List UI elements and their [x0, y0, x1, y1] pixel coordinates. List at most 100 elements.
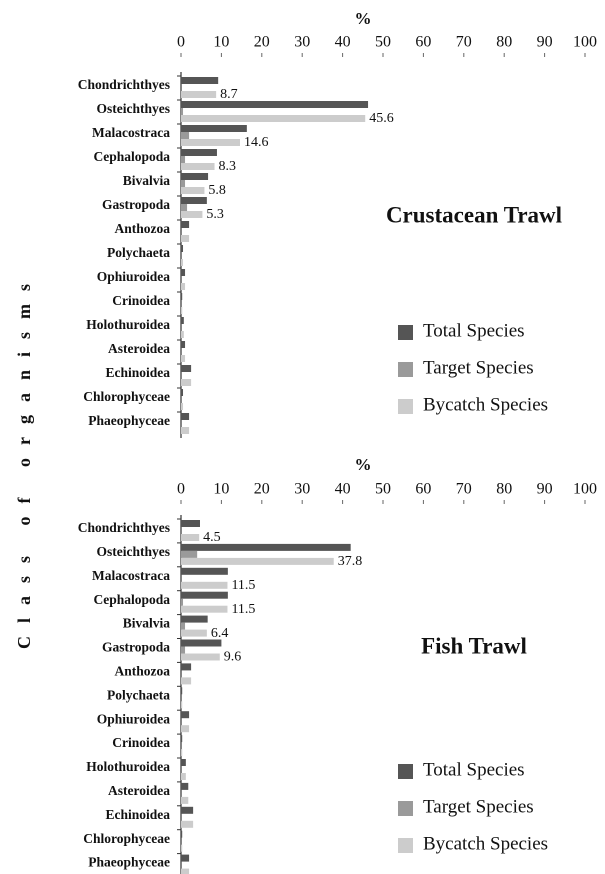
bar — [181, 413, 190, 420]
x-tick-label: 10 — [213, 34, 229, 51]
y-tick-label: Bivalvia — [123, 616, 171, 631]
x-tick-label: 20 — [254, 34, 270, 51]
bar — [181, 622, 186, 630]
y-tick-label: Gastropoda — [102, 197, 170, 212]
bar — [181, 653, 220, 661]
bar — [181, 639, 222, 647]
y-tick-label: Polychaeta — [107, 687, 170, 702]
bar — [181, 341, 186, 348]
bar — [181, 379, 192, 386]
y-tick-label: Anthozoa — [114, 663, 170, 678]
legend-swatch — [398, 838, 413, 853]
bar — [181, 806, 194, 814]
y-tick-label: Bivalvia — [123, 173, 171, 188]
bar — [181, 259, 184, 266]
y-tick-label: Cephalopoda — [93, 149, 170, 164]
y-tick-label: Gastropoda — [102, 640, 170, 655]
x-tick-label: 40 — [335, 34, 351, 51]
x-tick-label: 70 — [456, 34, 472, 51]
legend-swatch — [398, 399, 413, 414]
bar — [181, 108, 184, 115]
x-tick-label: 20 — [254, 481, 270, 498]
legend-swatch — [398, 764, 413, 779]
bar — [181, 132, 190, 139]
y-tick-label: Asteroidea — [108, 341, 170, 356]
bar — [181, 687, 183, 695]
bar — [181, 735, 183, 743]
legend-label: Target Species — [423, 796, 534, 817]
legend-label: Target Species — [423, 357, 534, 378]
bar — [181, 355, 186, 362]
bar — [181, 317, 184, 324]
bar — [181, 331, 184, 338]
x-axis-label: % — [355, 455, 372, 474]
y-tick-label: Malacostraca — [92, 568, 170, 583]
bar — [181, 534, 200, 541]
bar — [181, 187, 205, 194]
x-tick-label: 90 — [537, 481, 553, 498]
bar — [181, 591, 228, 599]
bar — [181, 77, 219, 84]
y-tick-label: Ophiuroidea — [97, 269, 171, 284]
x-tick-label: 50 — [375, 481, 391, 498]
bar — [181, 269, 186, 276]
bar — [181, 605, 228, 613]
x-tick-label: 40 — [335, 481, 351, 498]
y-tick-label: Crinoidea — [112, 735, 170, 750]
y-tick-label: Osteichthyes — [97, 544, 171, 559]
y-tick-label: Ophiuroidea — [97, 711, 171, 726]
x-tick-label: 60 — [415, 481, 431, 498]
x-tick-label: 30 — [294, 481, 310, 498]
y-tick-label: Chondrichthyes — [78, 77, 170, 92]
bar — [181, 180, 186, 187]
bar — [181, 701, 183, 709]
x-tick-label: 100 — [573, 34, 597, 51]
y-tick-label: Holothuroidea — [86, 317, 170, 332]
bar — [181, 759, 186, 766]
data-label: 11.5 — [231, 602, 255, 617]
bar — [181, 293, 183, 300]
legend-label: Total Species — [423, 759, 525, 780]
y-tick-label: Phaeophyceae — [88, 855, 170, 870]
bar — [181, 204, 188, 211]
bar — [181, 91, 217, 98]
bar — [181, 235, 190, 242]
x-axis-label: % — [355, 9, 372, 28]
bar — [181, 520, 200, 527]
bar — [181, 567, 228, 575]
x-tick-label: 50 — [375, 34, 391, 51]
bar — [181, 197, 207, 204]
legend-label: Bycatch Species — [423, 833, 548, 854]
bar — [181, 868, 190, 874]
y-tick-label: Malacostraca — [92, 125, 170, 140]
bar — [181, 149, 217, 156]
bar — [181, 629, 207, 637]
bar — [181, 427, 190, 434]
y-tick-label: Holothuroidea — [86, 759, 170, 774]
data-label: 11.5 — [231, 578, 255, 593]
data-label: 45.6 — [369, 111, 394, 126]
data-label: 4.5 — [203, 530, 221, 545]
y-tick-label: Echinoidea — [105, 807, 170, 822]
chart-title: Crustacean Trawl — [386, 202, 562, 227]
x-tick-label: 30 — [294, 34, 310, 51]
data-label: 5.8 — [208, 183, 226, 198]
x-tick-label: 90 — [537, 34, 553, 51]
bar — [181, 163, 215, 170]
bar — [181, 581, 228, 589]
bar — [181, 101, 369, 108]
bar — [181, 283, 186, 290]
bar — [181, 403, 184, 410]
bar — [181, 221, 190, 228]
legend-swatch — [398, 362, 413, 377]
bar — [181, 245, 184, 252]
bar — [181, 782, 189, 790]
bar — [181, 830, 183, 838]
data-label: 9.6 — [224, 650, 242, 665]
bar — [181, 550, 198, 558]
legend-swatch — [398, 325, 413, 340]
bar — [181, 211, 203, 218]
legend-label: Bycatch Species — [423, 394, 548, 415]
data-label: 37.8 — [338, 554, 363, 569]
